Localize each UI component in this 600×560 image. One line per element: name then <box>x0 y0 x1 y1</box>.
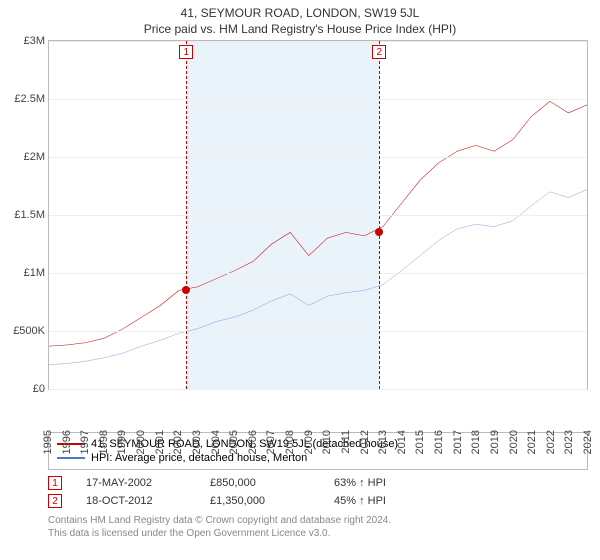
chart-x-tick-label: 2010 <box>321 430 333 454</box>
chart-x-tick-label: 2022 <box>545 430 557 454</box>
chart-x-tick-label: 1995 <box>42 430 54 454</box>
chart-x-tick-label: 2020 <box>508 430 520 454</box>
chart-x-tick-label: 2011 <box>340 430 352 454</box>
chart-x-tick-label: 2014 <box>396 430 408 454</box>
legend-swatch <box>57 457 85 459</box>
chart-x-tick-label: 1999 <box>116 430 128 454</box>
chart-marker-dot <box>182 286 190 294</box>
chart-x-tick-label: 2003 <box>191 430 203 454</box>
chart-y-tick-label: £2.5M <box>14 93 45 105</box>
chart-x-tick-label: 1997 <box>79 430 91 454</box>
sales-row: 2 18-OCT-2012 £1,350,000 45% ↑ HPI <box>48 492 588 510</box>
chart-x-tick-label: 2007 <box>265 430 277 454</box>
chart-x-tick-label: 2024 <box>582 430 594 454</box>
chart-gridline-h <box>49 99 587 100</box>
chart-y-tick-label: £1.5M <box>14 209 45 221</box>
chart-y-tick-label: £3M <box>24 35 45 47</box>
chart-y-tick-label: £0 <box>33 383 45 395</box>
chart-x-tick-label: 2009 <box>303 430 315 454</box>
sales-row: 1 17-MAY-2002 £850,000 63% ↑ HPI <box>48 474 588 492</box>
chart-x-tick-label: 2000 <box>135 430 147 454</box>
chart-x-tick-label: 2016 <box>433 430 445 454</box>
sales-price: £850,000 <box>210 477 310 489</box>
chart-x-tick-label: 2008 <box>284 430 296 454</box>
sales-price: £1,350,000 <box>210 495 310 507</box>
chart-marker-dot <box>375 228 383 236</box>
chart-x-tick-label: 1996 <box>61 430 73 454</box>
chart-x-tick-label: 2021 <box>526 430 538 454</box>
chart-x-tick-label: 2001 <box>154 430 166 454</box>
chart-gridline-h <box>49 331 587 332</box>
sales-index-badge: 1 <box>48 476 62 490</box>
sales-table: 1 17-MAY-2002 £850,000 63% ↑ HPI 2 18-OCT-201… <box>48 474 588 510</box>
sales-date: 18-OCT-2012 <box>86 495 186 507</box>
chart-x-tick-label: 2017 <box>452 430 464 454</box>
chart-gridline-h <box>49 273 587 274</box>
chart-x-tick-label: 2015 <box>414 430 426 454</box>
chart-x-tick-label: 1998 <box>98 430 110 454</box>
chart-x-tick-label: 2006 <box>247 430 259 454</box>
chart-x-tick-label: 2002 <box>172 430 184 454</box>
chart-y-tick-label: £2M <box>24 151 45 163</box>
chart-y-tick-label: £500K <box>13 325 45 337</box>
chart-marker-line <box>186 41 187 389</box>
chart-series-line <box>49 101 587 346</box>
chart-gridline-h <box>49 41 587 42</box>
footer-line-1: Contains HM Land Registry data © Crown c… <box>48 514 588 527</box>
chart-x-tick-label: 2005 <box>228 430 240 454</box>
chart-container: 41, SEYMOUR ROAD, LONDON, SW19 5JL Price… <box>0 0 600 560</box>
footer-attribution: Contains HM Land Registry data © Crown c… <box>48 514 588 540</box>
page-title: 41, SEYMOUR ROAD, LONDON, SW19 5JL <box>0 0 600 20</box>
chart-gridline-h <box>49 157 587 158</box>
chart-x-tick-label: 2004 <box>210 430 222 454</box>
sales-delta: 45% ↑ HPI <box>334 495 386 507</box>
chart-x-tick-label: 2013 <box>377 430 389 454</box>
chart-x-tick-label: 2023 <box>563 430 575 454</box>
sales-delta: 63% ↑ HPI <box>334 477 386 489</box>
chart-x-axis: 1995199619971998199920002001200220032004… <box>48 390 588 426</box>
chart-marker-label: 1 <box>179 45 193 59</box>
chart-gridline-h <box>49 215 587 216</box>
legend: 41, SEYMOUR ROAD, LONDON, SW19 5JL (deta… <box>48 432 588 470</box>
chart-x-tick-label: 2019 <box>489 430 501 454</box>
page-subtitle: Price paid vs. HM Land Registry's House … <box>0 20 600 40</box>
chart-marker-line <box>379 41 380 389</box>
footer-line-2: This data is licensed under the Open Gov… <box>48 527 588 540</box>
chart-y-tick-label: £1M <box>24 267 45 279</box>
chart-x-tick-label: 2012 <box>359 430 371 454</box>
chart-marker-label: 2 <box>372 45 386 59</box>
chart-x-tick-label: 2018 <box>470 430 482 454</box>
chart-plot-area: £0£500K£1M£1.5M£2M£2.5M£3M12 <box>48 40 588 390</box>
sales-date: 17-MAY-2002 <box>86 477 186 489</box>
sales-index-badge: 2 <box>48 494 62 508</box>
